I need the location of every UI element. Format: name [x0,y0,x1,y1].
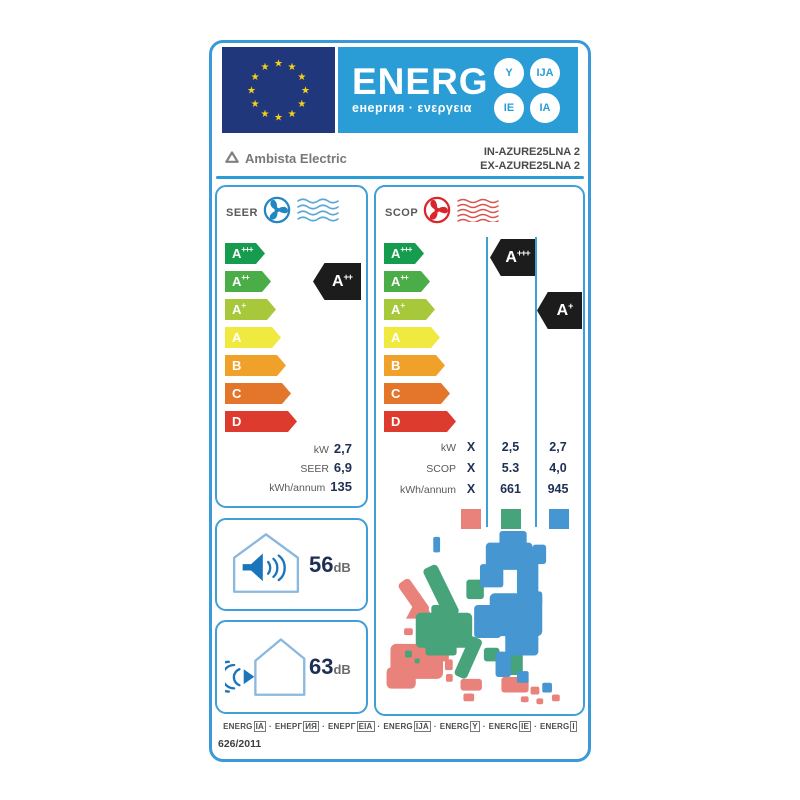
model-outdoor: EX-AZURE25LNA 2 [480,160,580,172]
svg-text:★: ★ [247,86,256,97]
model-indoor: IN-AZURE25LNA 2 [483,146,580,158]
header-divider [216,176,584,179]
europe-climate-map [384,531,574,716]
indoor-unit-sound-icon [225,528,307,601]
brand-logo-icon [225,151,239,166]
language-suffix-circles: Y IJA IE IA [494,57,560,123]
seer-title: SEER [226,206,258,219]
indoor-sound-level: 56dB [309,552,351,578]
table-row-kwh: kWh/annum X 661 945 [399,482,569,496]
svg-text:★: ★ [261,109,270,120]
class-arrow-a1: A + [384,299,435,320]
indoor-sound-value: 56 [309,551,334,577]
eu-flag-icon: ★ ★ ★ ★ ★ ★ ★ ★ ★ ★ ★ ★ [222,47,335,133]
scop-title: SCOP [385,206,419,219]
seer-kw-label: kW [313,444,329,456]
class-arrow-b: B [225,355,286,376]
class-arrow-a1: A + [225,299,276,320]
svg-text:★: ★ [301,86,310,97]
svg-text:★: ★ [274,59,283,70]
table-row-kw: kW X 2,5 2,7 [440,440,567,454]
header-band: ★ ★ ★ ★ ★ ★ ★ ★ ★ ★ ★ ★ ENERG енергия · ενεργεια… [222,47,578,133]
suffix-circle-ia: IA [530,92,560,123]
seer-seer-label: SEER [300,463,329,475]
energ-banner: ENERG енергия · ενεργεια Y IJA IE IA [338,47,578,133]
suffix-circle-ie: IE [494,92,524,123]
table-row-scop: SCOP X 5.3 4,0 [426,461,567,475]
energ-wordmark: ENERG [352,61,489,102]
model-numbers: IN-AZURE25LNA 2 EX-AZURE25LNA 2 [480,145,580,173]
seer-seer-value: 6,9 [333,460,352,475]
energia-word: ENERG IE [488,721,532,732]
average-zone-swatch [501,509,521,529]
indoor-sound-box: 56dB [215,518,368,611]
class-arrow-d: D [225,411,297,432]
brand-row: Ambista Electric IN-AZURE25LNA 2 EX-AZUR… [225,145,580,173]
energia-word: ENERG Y [439,721,480,732]
colder-zone-swatch [549,509,569,529]
class-arrow-c: C [225,383,291,404]
class-arrow-a2: A ++ [225,271,271,292]
outdoor-unit-sound-icon [212,631,307,704]
class-arrow-c: C [384,383,450,404]
class-arrow-b: B [384,355,445,376]
svg-text:★: ★ [288,62,297,73]
scop-rating-arrow-average: A +++ [490,239,535,276]
seer-kwh-value: 135 [330,479,352,494]
suffix-circle-ija: IJA [530,57,560,88]
climate-zone-legend [376,509,581,529]
class-arrow-a: A [384,327,440,348]
scop-section: SCOP [374,185,585,716]
seer-kw-value: 2,7 [333,441,352,456]
seer-rating-arrow: A ++ [313,263,361,300]
energ-wordmark-sub: енергия · ενεργεια [352,101,472,115]
scop-class-scale: A +++ A ++ A + A B C D [384,243,456,439]
class-arrow-a: A [225,327,281,348]
outdoor-sound-level: 63dB [309,654,351,680]
svg-text:★: ★ [251,72,260,83]
svg-text:★: ★ [261,62,270,73]
energia-word: ENERG IJA [383,721,431,732]
column-divider-line [535,237,537,527]
seer-values: kW 2,7 SEER 6,9 kWh/annum 135 [269,441,352,498]
eu-energy-label: ★ ★ ★ ★ ★ ★ ★ ★ ★ ★ ★ ★ ENERG енергия · ενεργεια… [209,40,591,762]
svg-text:★: ★ [274,113,283,124]
suffix-circle-y: Y [494,57,524,88]
energia-word: ЕНЕРГ ИЯ [274,721,320,732]
seer-section: SEER [215,185,368,508]
scop-rating-arrow-colder: A + [537,292,582,329]
class-arrow-a3: A +++ [225,243,265,264]
regulation-number: 626/2011 [218,738,262,750]
column-divider-line [486,237,488,527]
class-arrow-a2: A ++ [384,271,430,292]
class-arrow-a3: A +++ [384,243,424,264]
outdoor-sound-box: 63dB [212,620,368,714]
outdoor-sound-value: 63 [309,654,334,679]
svg-text:★: ★ [297,99,306,110]
brand: Ambista Electric [225,151,347,166]
energia-word: ENERG I [539,721,577,732]
indoor-sound-unit: dB [333,559,351,575]
cooling-fan-icon [263,196,291,229]
outdoor-sound-unit: dB [333,662,351,677]
svg-text:★: ★ [297,72,306,83]
seer-class-scale: A +++ A ++ A + A B C D [225,243,297,439]
brand-name: Ambista Electric [245,151,347,166]
svg-text:★: ★ [288,109,297,120]
heating-fan-icon [423,196,451,229]
scop-values-table: kW X 2,5 2,7 SCOP X 5.3 4,0 kWh/annum X 661 945 [376,440,581,503]
svg-text:★: ★ [251,99,260,110]
seer-kwh-label: kWh/annum [269,482,326,494]
class-arrow-d: D [384,411,456,432]
warmer-zone-swatch [461,509,481,529]
cool-airflow-waves-icon [296,198,342,227]
energia-word: ENERG IA [223,721,266,732]
energia-language-strip: ENERG IA · ЕНЕРГ ИЯ · ΕΝΕΡΓ ΕΙΑ · ENERG IJA · ENERG Y… [223,721,577,732]
warm-airflow-waves-icon [456,198,502,227]
energia-word: ΕΝΕΡΓ ΕΙΑ [327,721,375,732]
